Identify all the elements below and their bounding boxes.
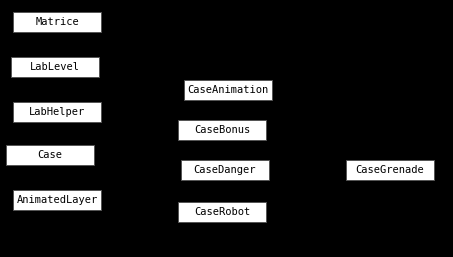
Text: CaseDanger: CaseDanger xyxy=(194,165,256,175)
Text: AnimatedLayer: AnimatedLayer xyxy=(16,195,98,205)
Text: CaseGrenade: CaseGrenade xyxy=(356,165,424,175)
FancyBboxPatch shape xyxy=(346,160,434,180)
Text: LabHelper: LabHelper xyxy=(29,107,85,117)
Text: Matrice: Matrice xyxy=(35,17,79,27)
Text: Case: Case xyxy=(38,150,63,160)
Text: CaseAnimation: CaseAnimation xyxy=(188,85,269,95)
FancyBboxPatch shape xyxy=(181,160,269,180)
FancyBboxPatch shape xyxy=(184,80,272,100)
FancyBboxPatch shape xyxy=(13,12,101,32)
FancyBboxPatch shape xyxy=(178,120,266,140)
Text: CaseRobot: CaseRobot xyxy=(194,207,250,217)
Text: LabLevel: LabLevel xyxy=(30,62,80,72)
FancyBboxPatch shape xyxy=(6,145,94,165)
FancyBboxPatch shape xyxy=(13,102,101,122)
FancyBboxPatch shape xyxy=(11,57,99,77)
Text: CaseBonus: CaseBonus xyxy=(194,125,250,135)
FancyBboxPatch shape xyxy=(13,190,101,210)
FancyBboxPatch shape xyxy=(178,202,266,222)
